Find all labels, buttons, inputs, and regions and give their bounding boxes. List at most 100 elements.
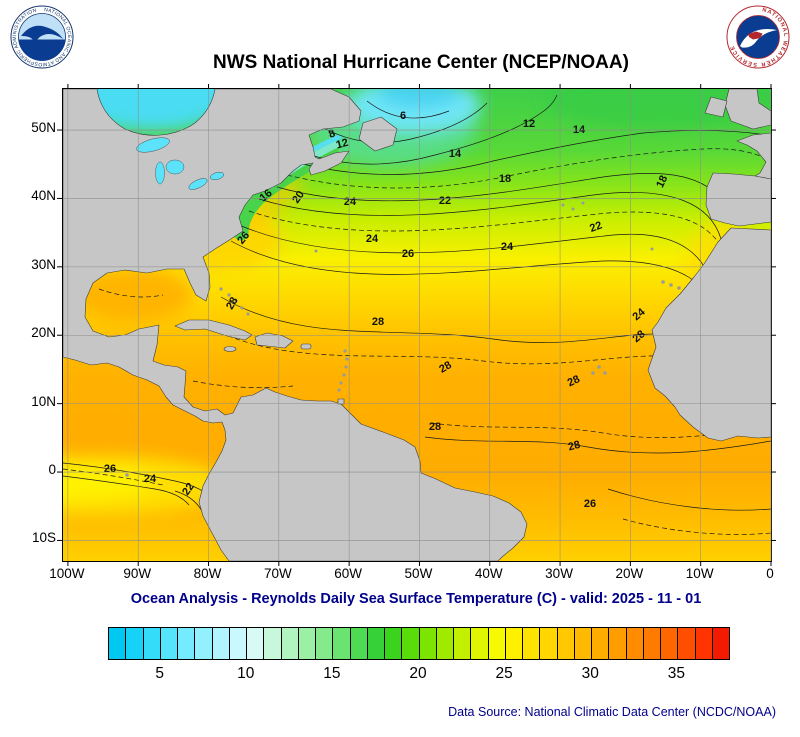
contour-label: 12 xyxy=(335,137,350,152)
lon-tick-label: 80W xyxy=(193,566,222,581)
colorbar-segment xyxy=(159,628,177,659)
colorbar-segment xyxy=(246,628,264,659)
colorbar-segment xyxy=(539,628,557,659)
contour-label: 22 xyxy=(588,219,604,234)
colorbar-segment xyxy=(694,628,712,659)
noaa-logo-svg: NATIONAL OCEANIC AND ATMOSPHERIC ADMINIS… xyxy=(10,5,74,69)
contour-label: 26 xyxy=(584,498,596,510)
lon-tick-label: 10W xyxy=(685,566,714,581)
data-source: Data Source: National Climatic Data Cent… xyxy=(448,705,776,719)
lon-tick-label: 50W xyxy=(404,566,433,581)
contour-label: 24 xyxy=(366,233,379,245)
land-hispaniola xyxy=(254,332,294,349)
land-jamaica xyxy=(223,346,237,352)
colorbar-segment xyxy=(228,628,246,659)
contour-label: 26 xyxy=(104,463,116,475)
colorbar-ticks: 5 10 15 20 25 30 35 xyxy=(108,665,728,685)
colorbar-segment xyxy=(660,628,678,659)
lat-tick-label: 50N xyxy=(31,120,56,136)
colorbar-swatches xyxy=(109,628,729,659)
contour-label: 12 xyxy=(523,118,535,130)
lon-tick-label: 30W xyxy=(545,566,573,581)
colorbar-tick-label: 30 xyxy=(581,665,599,682)
colorbar-segment xyxy=(142,628,160,659)
colorbar xyxy=(108,627,730,660)
colorbar-segment xyxy=(332,628,350,659)
colorbar-tick-label: 15 xyxy=(323,665,341,682)
lon-tick-label: 0 xyxy=(766,566,774,581)
colorbar-tick-label: 5 xyxy=(155,665,164,682)
contour-label: 8 xyxy=(327,127,337,140)
nws-logo-svg: NATIONAL WEATHER SERVICE xyxy=(726,5,790,69)
lon-tick-label: 100W xyxy=(49,566,85,581)
contour-label: 18 xyxy=(499,173,511,185)
noaa-sea-half xyxy=(18,39,66,61)
colorbar-segment xyxy=(573,628,591,659)
contour-label: 28 xyxy=(566,373,582,389)
colorbar-tick-label: 10 xyxy=(237,665,255,682)
nws-map-icon xyxy=(748,31,763,40)
contour-label: 24 xyxy=(344,196,357,208)
contour-label: 28 xyxy=(372,316,384,328)
lon-tick-label: 20W xyxy=(615,566,644,581)
map-caption: Ocean Analysis - Reynolds Daily Sea Surf… xyxy=(130,591,702,607)
colorbar-segment xyxy=(487,628,505,659)
lat-tick-label: 40N xyxy=(31,188,56,204)
grid-and-ticks xyxy=(57,84,776,566)
contour-label: 28 xyxy=(224,295,241,312)
great-lakes xyxy=(136,137,225,190)
lon-tick-label: 60W xyxy=(334,566,362,581)
colorbar-tick-label: 35 xyxy=(667,665,685,682)
land-iberia xyxy=(705,172,771,227)
contour-label: 28 xyxy=(567,439,582,454)
page-title: NWS National Hurricane Center (NCEP/NOAA… xyxy=(213,52,629,73)
contour-label: 6 xyxy=(400,110,406,122)
land-puertorico xyxy=(300,343,312,350)
nws-logo: NATIONAL WEATHER SERVICE xyxy=(726,5,790,74)
land-americas xyxy=(63,89,528,561)
colorbar-tick-label: 25 xyxy=(495,665,513,682)
land-newfoundland xyxy=(358,116,398,152)
colorbar-segment xyxy=(453,628,471,659)
colorbar-segment xyxy=(366,628,384,659)
lat-tick-label: 20N xyxy=(31,325,56,341)
lon-tick-label: 40W xyxy=(474,566,503,581)
contour-label: 14 xyxy=(449,148,462,160)
noaa-logo: NATIONAL OCEANIC AND ATMOSPHERIC ADMINIS… xyxy=(10,5,74,74)
small-islands xyxy=(125,201,681,477)
colorbar-segment xyxy=(177,628,195,659)
colorbar-segment xyxy=(297,628,315,659)
colorbar-segment xyxy=(418,628,436,659)
lat-tick-label: 10N xyxy=(31,393,56,409)
land-great-britain xyxy=(724,89,771,130)
colorbar-segment xyxy=(556,628,574,659)
contour-label: 28 xyxy=(437,359,454,376)
colorbar-segment xyxy=(677,628,695,659)
land-trinidad xyxy=(337,398,345,405)
colorbar-segment xyxy=(642,628,660,659)
contour-label: 26 xyxy=(402,248,414,260)
colorbar-segment xyxy=(711,628,729,659)
noaa-gull-icon xyxy=(21,25,63,43)
landmasses xyxy=(63,89,771,561)
colorbar-segment xyxy=(470,628,488,659)
contour-label: 22 xyxy=(439,195,451,207)
colorbar-segment xyxy=(401,628,419,659)
lat-tick-label: 0 xyxy=(48,462,56,478)
colorbar-segment xyxy=(591,628,609,659)
lon-tick-label: 70W xyxy=(263,566,292,581)
sst-map: 6 8 12 12 14 14 16 18 18 20 24 22 22 26 24 26 24 24 28 28 28… xyxy=(57,84,776,566)
contour-label: 24 xyxy=(144,473,157,485)
colorbar-segment xyxy=(625,628,643,659)
colorbar-segment xyxy=(125,628,143,659)
contour-label: 24 xyxy=(501,241,514,253)
land-ireland xyxy=(704,96,728,118)
contour-label: 28 xyxy=(429,421,441,433)
colorbar-segment xyxy=(194,628,212,659)
colorbar-segment xyxy=(211,628,229,659)
lat-tick-label: 10S xyxy=(31,530,56,546)
contour-label: 18 xyxy=(654,174,670,190)
colorbar-segment xyxy=(280,628,298,659)
